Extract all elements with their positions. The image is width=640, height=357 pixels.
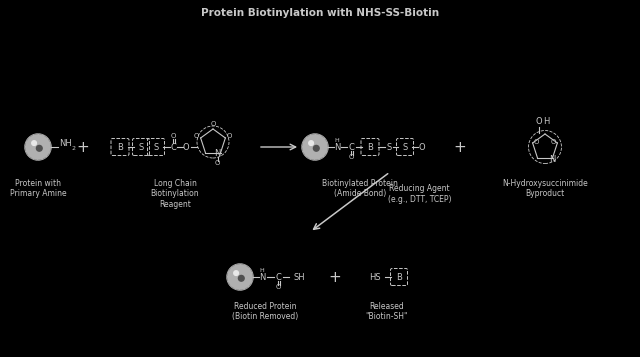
- Text: O: O: [194, 133, 199, 139]
- Text: O: O: [348, 154, 354, 160]
- Circle shape: [308, 141, 314, 145]
- Text: O: O: [275, 284, 281, 290]
- Text: Reduced Protein
(Biotin Removed): Reduced Protein (Biotin Removed): [232, 302, 298, 321]
- Text: O: O: [227, 133, 232, 139]
- Text: N: N: [334, 142, 340, 151]
- Text: O: O: [215, 160, 220, 166]
- Text: +: +: [454, 140, 467, 155]
- Text: O: O: [170, 133, 176, 139]
- Text: B: B: [396, 272, 402, 282]
- Text: H: H: [335, 139, 339, 144]
- Text: C: C: [348, 142, 354, 151]
- Circle shape: [25, 134, 51, 160]
- Text: O: O: [182, 142, 189, 151]
- Text: Reducing Agent
(e.g., DTT, TCEP): Reducing Agent (e.g., DTT, TCEP): [388, 184, 451, 204]
- Text: C: C: [275, 272, 281, 282]
- Text: H: H: [260, 268, 264, 273]
- Text: H: H: [543, 116, 549, 126]
- Text: S: S: [154, 142, 159, 151]
- Circle shape: [227, 264, 253, 290]
- Text: S: S: [403, 142, 408, 151]
- Text: O: O: [536, 116, 542, 126]
- Text: Released
"Biotin-SH": Released "Biotin-SH": [365, 302, 408, 321]
- Text: Protein with
Primary Amine: Protein with Primary Amine: [10, 179, 67, 198]
- Text: +: +: [77, 140, 90, 155]
- Text: Long Chain
Biotinylation
Reagent: Long Chain Biotinylation Reagent: [150, 179, 199, 209]
- Text: N-Hydroxysuccinimide
Byproduct: N-Hydroxysuccinimide Byproduct: [502, 179, 588, 198]
- Text: Biotinylated Protein
(Amide Bond): Biotinylated Protein (Amide Bond): [322, 179, 398, 198]
- Text: B: B: [117, 142, 123, 151]
- Text: O: O: [534, 139, 540, 145]
- Circle shape: [314, 145, 319, 151]
- Circle shape: [302, 134, 328, 160]
- Text: O: O: [211, 121, 216, 127]
- Circle shape: [234, 271, 239, 276]
- Text: O: O: [550, 139, 556, 145]
- Text: 2: 2: [72, 146, 76, 151]
- Text: S: S: [387, 142, 392, 151]
- Text: SH: SH: [294, 272, 306, 282]
- Text: HS: HS: [369, 272, 381, 282]
- Text: C: C: [170, 142, 176, 151]
- Text: N: N: [550, 155, 556, 164]
- Text: O: O: [419, 142, 426, 151]
- Text: B: B: [367, 142, 373, 151]
- Circle shape: [239, 276, 244, 281]
- Text: S: S: [138, 142, 143, 151]
- Circle shape: [32, 141, 36, 145]
- Text: +: +: [328, 270, 341, 285]
- Text: Protein Biotinylation with NHS-SS-Biotin: Protein Biotinylation with NHS-SS-Biotin: [201, 8, 439, 18]
- Text: N: N: [259, 272, 265, 282]
- Circle shape: [36, 145, 42, 151]
- Text: NH: NH: [59, 139, 72, 147]
- Text: N: N: [214, 149, 221, 158]
